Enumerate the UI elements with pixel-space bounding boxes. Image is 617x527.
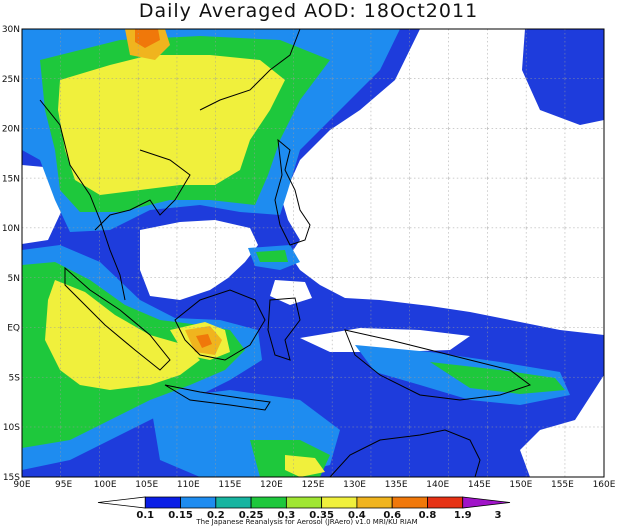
lon-label: 155E bbox=[551, 480, 574, 490]
lat-label: 10S bbox=[3, 423, 20, 433]
coast-newguinea bbox=[344, 329, 532, 401]
lon-label: 135E bbox=[385, 480, 408, 490]
coast-philippines bbox=[274, 138, 311, 246]
colorbar-swatch bbox=[215, 496, 252, 509]
colorbar: 0.1 0.15 0.2 0.25 0.3 0.35 0.4 0.6 0.8 1.9 3 bbox=[97, 496, 511, 521]
lat-label: 10N bbox=[2, 224, 20, 234]
lon-label: 90E bbox=[13, 480, 30, 490]
lon-label: 125E bbox=[302, 480, 325, 490]
lat-label: 15N bbox=[2, 174, 20, 184]
lat-label: 5S bbox=[9, 373, 21, 383]
colorbar-swatch bbox=[250, 496, 287, 509]
map-grid bbox=[22, 29, 604, 477]
colorbar-swatch bbox=[180, 496, 217, 509]
coast-indochina bbox=[39, 29, 301, 301]
coast-borneo bbox=[174, 289, 266, 361]
aod-field bbox=[22, 29, 604, 477]
colorbar-swatch bbox=[285, 496, 323, 509]
colorbar-label: 0.3 bbox=[278, 510, 296, 521]
colorbar-swatch bbox=[427, 496, 464, 509]
lon-label: 115E bbox=[218, 480, 241, 490]
colorbar-swatch bbox=[144, 496, 181, 509]
lon-label: 110E bbox=[177, 480, 200, 490]
map-title: Daily Averaged AOD: 18Oct2011 bbox=[138, 0, 479, 22]
longitude-labels: 90E 95E 100E 105E 110E 115E 120E 125E 130E 135E 14… bbox=[13, 480, 615, 490]
lon-label: 150E bbox=[509, 480, 532, 490]
map-frame bbox=[21, 28, 605, 478]
lat-label: 15S bbox=[3, 473, 20, 483]
coast-sumatra bbox=[64, 266, 171, 371]
colorbar-swatch bbox=[321, 496, 358, 509]
coastlines bbox=[39, 29, 532, 477]
lon-label: 95E bbox=[55, 480, 72, 490]
lon-label: 160E bbox=[593, 480, 616, 490]
coast-australia bbox=[329, 429, 481, 477]
colorbar-label: 3 bbox=[495, 510, 502, 521]
colorbar-label: 0.6 bbox=[383, 510, 401, 521]
lon-label: 105E bbox=[135, 480, 158, 490]
colorbar-label: 0.25 bbox=[239, 510, 264, 521]
lon-label: 130E bbox=[343, 480, 366, 490]
lat-label: 5N bbox=[8, 274, 20, 284]
colorbar-swatch bbox=[97, 496, 146, 509]
lon-label: 100E bbox=[94, 480, 117, 490]
credit-text: The Japanese Reanalysis for Aerosol (JRA… bbox=[195, 518, 417, 526]
latitude-labels: 30N 25N 20N 15N 10N 5N EQ 5S 10S 15S bbox=[2, 25, 20, 483]
colorbar-label: 0.4 bbox=[348, 510, 366, 521]
colorbar-label: 0.1 bbox=[136, 510, 154, 521]
colorbar-label: 0.8 bbox=[419, 510, 437, 521]
lon-label: 145E bbox=[468, 480, 491, 490]
coast-java bbox=[164, 384, 271, 411]
lat-label: 30N bbox=[2, 25, 20, 35]
lon-label: 140E bbox=[426, 480, 449, 490]
colorbar-label: 0.2 bbox=[207, 510, 225, 521]
colorbar-label: 1.9 bbox=[454, 510, 472, 521]
lat-label: EQ bbox=[7, 324, 20, 334]
coast-sulawesi bbox=[267, 297, 301, 361]
lat-label: 25N bbox=[2, 75, 20, 85]
colorbar-swatch bbox=[356, 496, 393, 509]
colorbar-swatch bbox=[391, 496, 428, 509]
colorbar-label: 0.35 bbox=[309, 510, 334, 521]
lat-label: 20N bbox=[2, 125, 20, 135]
lon-label: 120E bbox=[260, 480, 283, 490]
colorbar-swatch bbox=[462, 496, 511, 509]
colorbar-label: 0.15 bbox=[168, 510, 193, 521]
